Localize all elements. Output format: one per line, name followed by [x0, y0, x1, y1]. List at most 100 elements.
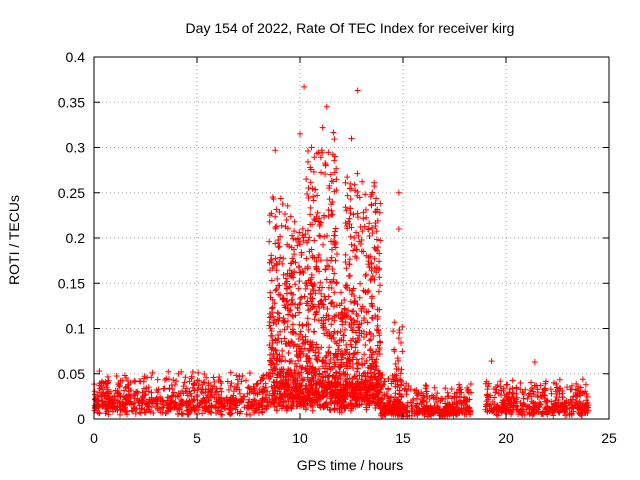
data-point: [329, 199, 336, 206]
data-point: [350, 247, 357, 254]
data-point: [322, 296, 329, 303]
data-point: [96, 410, 103, 417]
data-point: [96, 402, 103, 409]
data-point: [331, 232, 338, 239]
data-point: [351, 234, 358, 241]
data-point: [323, 257, 330, 264]
data-point: [333, 279, 340, 286]
data-point: [410, 396, 417, 403]
data-point: [321, 330, 328, 337]
data-point: [342, 283, 349, 290]
data-point: [218, 380, 225, 387]
data-point: [174, 411, 181, 418]
data-point: [276, 208, 283, 215]
data-point: [283, 217, 290, 224]
data-point: [310, 328, 317, 335]
data-point: [343, 376, 350, 383]
data-point: [350, 307, 357, 314]
data-point: [354, 312, 361, 319]
data-point: [381, 405, 388, 412]
y-tick-label: 0.05: [58, 366, 85, 382]
data-point: [273, 378, 280, 385]
data-point: [269, 345, 276, 352]
data-point: [286, 358, 293, 365]
data-point: [509, 406, 516, 413]
data-point: [274, 316, 281, 323]
data-point: [337, 289, 344, 296]
data-point: [353, 254, 360, 261]
data-point: [287, 307, 294, 314]
data-point: [215, 377, 222, 384]
data-point: [267, 351, 274, 358]
data-point: [466, 396, 473, 403]
data-point: [351, 300, 358, 307]
data-point: [282, 397, 289, 404]
data-point: [369, 293, 376, 300]
data-point: [144, 401, 151, 408]
data-point: [290, 343, 297, 350]
data-point: [562, 412, 569, 419]
data-point: [122, 384, 129, 391]
data-point: [304, 362, 311, 369]
data-point: [335, 312, 342, 319]
data-point: [285, 311, 292, 318]
data-point: [172, 399, 179, 406]
data-point: [325, 206, 332, 213]
data-point: [157, 394, 164, 401]
data-point: [379, 372, 386, 379]
data-point: [391, 398, 398, 405]
data-point: [272, 225, 279, 232]
data-point: [537, 401, 544, 408]
data-point: [579, 409, 586, 416]
data-point: [292, 236, 299, 243]
data-point: [483, 398, 490, 405]
data-point: [509, 377, 516, 384]
data-point: [397, 339, 404, 346]
data-point: [313, 309, 320, 316]
data-point: [227, 401, 234, 408]
data-point: [422, 406, 429, 413]
data-point: [334, 379, 341, 386]
data-point: [237, 408, 244, 415]
data-point: [148, 404, 155, 411]
data-point: [367, 193, 374, 200]
data-point: [342, 179, 349, 186]
data-point: [544, 405, 551, 412]
data-point: [369, 273, 376, 280]
data-point: [172, 381, 179, 388]
data-point: [325, 312, 332, 319]
data-point: [350, 350, 357, 357]
data-point: [116, 382, 123, 389]
data-point: [289, 296, 296, 303]
data-point: [296, 321, 303, 328]
data-point: [194, 386, 201, 393]
data-point: [314, 209, 321, 216]
data-point: [542, 408, 549, 415]
data-point: [140, 378, 147, 385]
data-point: [284, 323, 291, 330]
data-point: [358, 376, 365, 383]
data-point: [272, 213, 279, 220]
data-point: [312, 186, 319, 193]
data-point: [310, 193, 317, 200]
data-point: [94, 409, 101, 416]
data-point: [333, 353, 340, 360]
data-point: [343, 207, 350, 214]
data-point: [342, 259, 349, 266]
data-point: [376, 258, 383, 265]
data-point: [142, 391, 149, 398]
data-point: [289, 312, 296, 319]
data-point: [351, 181, 358, 188]
data-point: [183, 402, 190, 409]
data-point: [274, 351, 281, 358]
data-point: [324, 305, 331, 312]
data-point: [345, 273, 352, 280]
data-point: [288, 405, 295, 412]
data-point: [577, 384, 584, 391]
data-point: [92, 405, 99, 412]
data-point: [262, 405, 269, 412]
data-point: [372, 209, 379, 216]
data-point: [273, 206, 280, 213]
data-point: [349, 327, 356, 334]
data-point: [298, 294, 305, 301]
